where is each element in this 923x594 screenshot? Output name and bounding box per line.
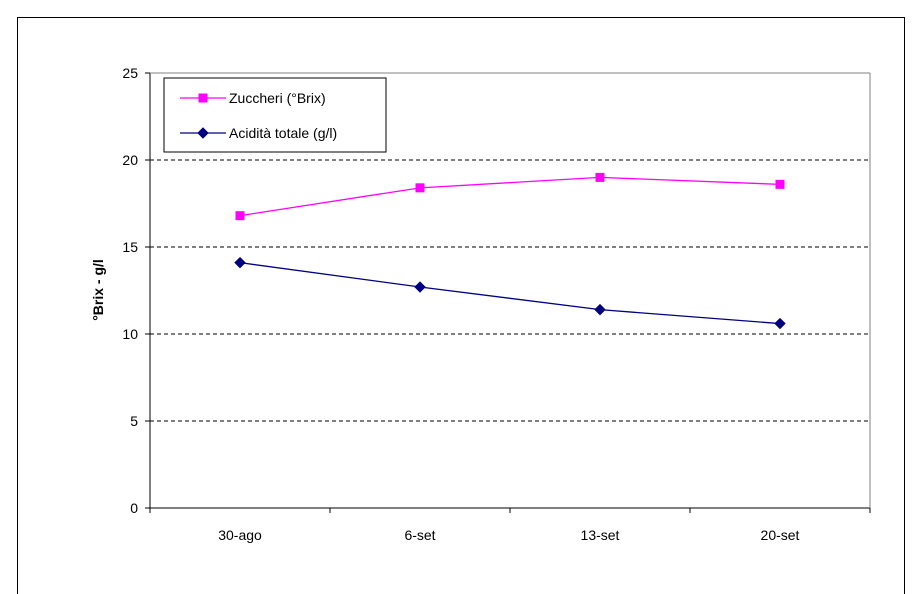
y-ticks: 0 5 10 15 20 25	[122, 65, 150, 516]
series-layer	[234, 172, 786, 330]
data-point	[235, 211, 245, 221]
y-tick-label: 10	[122, 326, 138, 342]
gridlines	[150, 159, 870, 422]
legend-box	[163, 77, 387, 153]
y-tick-label: 25	[122, 65, 138, 81]
y-tick-label: 5	[130, 413, 138, 429]
series-2	[234, 256, 786, 330]
x-tick-label: 20-set	[761, 527, 800, 543]
data-point	[775, 179, 785, 189]
legend: Zuccheri (°Brix) Acidità totale (g/l)	[163, 77, 387, 153]
x-ticks: 30-ago 6-set 13-set 20-set	[149, 508, 871, 543]
data-point	[595, 172, 605, 182]
series-1	[235, 172, 785, 221]
legend-marker	[197, 127, 209, 139]
series-line	[239, 262, 781, 325]
legend-label: Acidità totale (g/l)	[229, 125, 337, 141]
data-point	[594, 303, 606, 316]
y-tick-label: 0	[130, 500, 138, 516]
x-tick-label: 6-set	[404, 527, 435, 543]
y-tick-label: 15	[122, 239, 138, 255]
x-tick-label: 13-set	[581, 527, 620, 543]
data-point	[414, 281, 426, 293]
series-line	[239, 176, 781, 217]
data-point	[774, 317, 786, 330]
data-point	[415, 183, 425, 193]
y-axis-title: °Brix - g/l	[90, 259, 106, 321]
legend-marker	[198, 93, 208, 103]
chart-frame	[17, 17, 905, 594]
data-point	[234, 256, 246, 269]
legend-label: Zuccheri (°Brix)	[229, 90, 326, 106]
y-tick-label: 20	[122, 152, 138, 168]
x-tick-label: 30-ago	[218, 527, 262, 543]
